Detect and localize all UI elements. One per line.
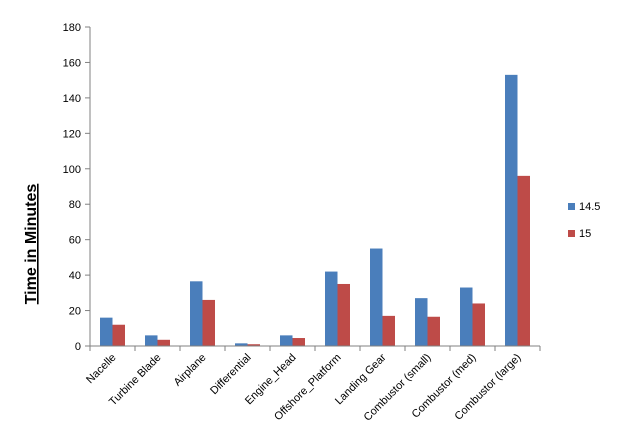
bar-series-2	[517, 175, 530, 346]
x-category-label: Differential	[208, 352, 254, 398]
bar-series-2	[472, 303, 485, 346]
bar-series-2	[292, 338, 305, 346]
x-category-label: Airplane	[172, 352, 209, 389]
bar-series-1	[100, 317, 113, 346]
y-axis-ticks: 0 20 40 60 80 100 120 140 160 180	[63, 22, 91, 353]
y-axis-title: Time in Minutes	[23, 184, 40, 305]
bars	[100, 74, 530, 346]
y-tick-label: 60	[69, 235, 81, 247]
y-tick-label: 20	[69, 306, 81, 318]
bar-series-2	[157, 339, 170, 346]
x-axis	[89, 345, 541, 351]
legend-swatch	[568, 230, 575, 237]
y-tick-label: 80	[69, 199, 81, 211]
bar-series-1	[325, 271, 338, 346]
bar-series-2	[382, 315, 395, 346]
bar-series-1	[415, 298, 428, 346]
y-tick-label: 120	[63, 128, 81, 140]
bar-series-2	[202, 299, 215, 346]
bar-series-2	[112, 324, 125, 346]
y-tick-label: 100	[63, 164, 81, 176]
bar-series-1	[145, 335, 158, 346]
bar-series-2	[247, 344, 260, 346]
y-tick-label: 0	[75, 341, 81, 353]
legend-swatch	[568, 203, 575, 210]
y-tick-label: 180	[63, 22, 81, 34]
bar-series-1	[235, 343, 248, 346]
legend: 14.5 15	[568, 201, 600, 240]
bar-series-1	[280, 335, 293, 346]
x-category-label: Nacelle	[84, 352, 118, 386]
bar-series-1	[460, 287, 473, 346]
legend-label: 15	[579, 228, 591, 240]
bar-series-1	[370, 248, 383, 346]
legend-label: 14.5	[579, 201, 600, 213]
y-tick-label: 40	[69, 270, 81, 282]
y-tick-label: 140	[63, 93, 81, 105]
bar-series-1	[190, 281, 203, 346]
bar-series-2	[427, 316, 440, 346]
bar-series-1	[505, 74, 518, 346]
y-tick-label: 160	[63, 57, 81, 69]
bar-series-2	[337, 283, 350, 346]
